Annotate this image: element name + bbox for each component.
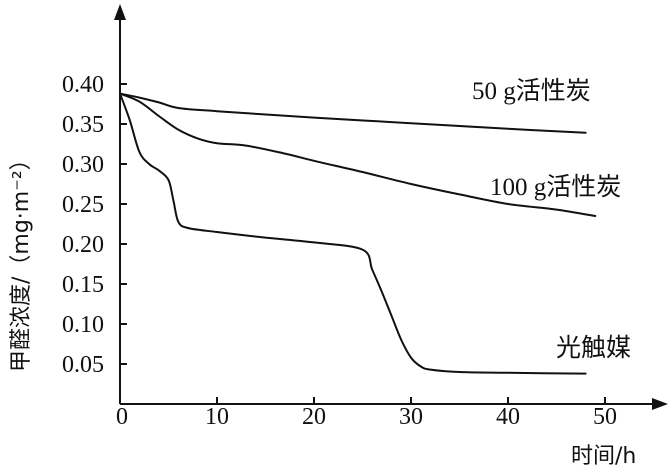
y-tick-label: 0.20 — [62, 232, 104, 258]
series-line-50g — [119, 92, 587, 134]
x-tick-label: 40 — [496, 404, 520, 430]
series-label-50g: 50 g活性炭 — [472, 77, 591, 105]
x-tick-label: 20 — [302, 404, 326, 430]
x-axis-title: 时间/h — [571, 444, 636, 469]
origin-label: 0 — [116, 404, 128, 430]
y-tick-label: 0.40 — [62, 72, 104, 98]
y-tick-label: 0.35 — [62, 112, 104, 138]
x-axis-arrow — [652, 398, 668, 410]
series-group — [119, 92, 597, 375]
ticks: 10 20 30 40 50 0.05 0.10 0.15 0.20 0.25 0.30 0.35 0.… — [62, 72, 617, 430]
series-line-100g — [119, 92, 597, 217]
y-tick-label: 0.30 — [62, 152, 104, 178]
y-axis-arrow — [114, 4, 126, 20]
axes — [114, 4, 668, 410]
y-tick-label: 0.25 — [62, 192, 104, 218]
series-line-photocatalyst — [119, 92, 587, 375]
y-axis-title: 甲醛浓度/（mg·m⁻²） — [9, 148, 34, 372]
y-tick-label: 0.10 — [62, 312, 104, 338]
x-tick-label: 10 — [205, 404, 229, 430]
x-tick-label: 50 — [593, 404, 617, 430]
x-tick-label: 30 — [399, 404, 423, 430]
y-tick-label: 0.05 — [62, 352, 104, 378]
y-tick-label: 0.15 — [62, 272, 104, 298]
series-label-photocatalyst: 光触媒 — [556, 334, 631, 362]
series-label-100g: 100 g活性炭 — [490, 173, 621, 201]
